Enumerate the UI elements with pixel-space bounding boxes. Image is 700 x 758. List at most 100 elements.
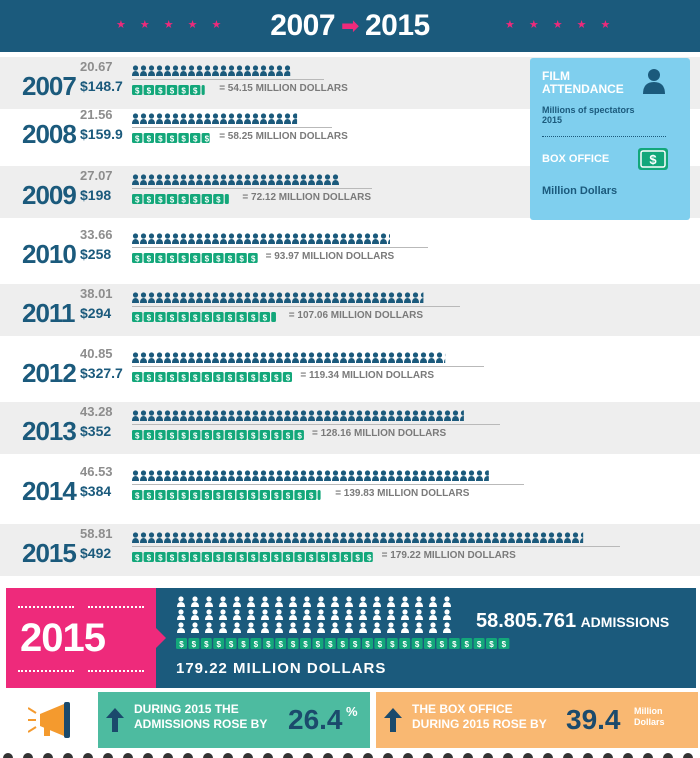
svg-text:$: $ <box>263 314 268 323</box>
person-icon <box>412 410 419 421</box>
decorative-dot <box>503 753 513 758</box>
person-icon <box>436 352 443 363</box>
row-separator-line <box>132 546 620 547</box>
box-office-value-label: $492 <box>80 545 112 561</box>
person-icon <box>276 233 283 244</box>
dollar-bill-icon: $ <box>201 194 212 205</box>
person-icon <box>380 233 387 244</box>
person-icon <box>388 292 395 303</box>
person-icon <box>284 532 291 543</box>
person-icon <box>180 292 187 303</box>
svg-text:$: $ <box>239 432 244 441</box>
person-icon <box>196 292 203 303</box>
person-icon <box>356 410 363 421</box>
person-icon <box>180 113 187 124</box>
person-icon <box>204 113 211 124</box>
dollar-bill-icon: $ <box>306 490 317 501</box>
person-icon <box>317 596 325 607</box>
person-icon <box>284 233 291 244</box>
million-dollars-label: = 179.22 MILLION DOLLARS <box>381 550 516 561</box>
svg-text:$: $ <box>316 640 321 649</box>
dollar-bill-icon: $ <box>271 552 282 563</box>
person-icon <box>460 410 464 421</box>
dollar-bill-icon: $ <box>143 312 154 323</box>
dollar-bill-icon: $ <box>282 490 294 501</box>
svg-text:$: $ <box>464 640 469 649</box>
svg-text:$: $ <box>297 492 302 501</box>
decorative-dot <box>183 753 193 758</box>
row-year-label: 2014 <box>22 476 77 506</box>
person-icon <box>401 609 409 620</box>
decorative-dot <box>683 753 693 758</box>
person-icon <box>387 609 395 620</box>
person-icon <box>324 470 331 481</box>
decorative-dot <box>23 753 33 758</box>
person-icon <box>172 174 179 185</box>
svg-text:$: $ <box>170 554 175 563</box>
dollar-bill-icon: $ <box>166 312 178 323</box>
person-icon <box>140 352 147 363</box>
person-icon <box>303 622 311 633</box>
row-year-label: 2013 <box>22 416 77 446</box>
person-icon <box>452 410 459 421</box>
svg-text:$: $ <box>274 432 279 441</box>
person-icon <box>204 233 211 244</box>
svg-text:$: $ <box>239 255 244 264</box>
svg-text:$: $ <box>193 255 198 264</box>
dollar-bill-icon: $ <box>166 85 178 96</box>
svg-text:$: $ <box>286 492 291 501</box>
person-icon <box>233 609 241 620</box>
person-icon <box>204 352 211 363</box>
dollar-bill-icon: $ <box>236 430 247 441</box>
decorative-dot <box>663 753 673 758</box>
dollar-bill-icon: $ <box>143 372 154 383</box>
svg-text:$: $ <box>205 255 210 264</box>
svg-text:$: $ <box>147 554 152 563</box>
person-icon <box>204 292 211 303</box>
dollar-bill-icon: $ <box>201 372 212 383</box>
person-icon <box>172 65 179 76</box>
person-icon <box>340 233 347 244</box>
dollar-bill-icon: $ <box>224 430 236 441</box>
svg-text:$: $ <box>378 640 383 649</box>
box-office-bar: $ $ $ $ $ $ $ $ $ $ $ $ <box>132 312 276 323</box>
dollar-bill-icon: $ <box>143 194 154 205</box>
person-icon <box>233 596 241 607</box>
person-icon <box>356 532 363 543</box>
person-icon <box>220 292 227 303</box>
person-icon <box>412 470 419 481</box>
person-icon <box>212 352 219 363</box>
person-icon <box>244 174 251 185</box>
person-icon <box>324 174 331 185</box>
decorative-stars-left: ★★★★★ <box>116 19 236 31</box>
attendance-bar <box>132 470 489 481</box>
person-icon <box>252 174 259 185</box>
person-icon <box>420 470 427 481</box>
person-icon <box>316 410 323 421</box>
person-icon <box>316 532 323 543</box>
person-icon <box>268 113 275 124</box>
person-icon <box>276 174 283 185</box>
person-icon <box>172 113 179 124</box>
person-icon <box>220 532 227 543</box>
person-icon <box>289 609 297 620</box>
person-icon <box>180 174 187 185</box>
legend-box-office-unit: Million Dollars <box>542 185 618 197</box>
person-icon <box>220 410 227 421</box>
person-icon <box>332 233 339 244</box>
person-icon <box>303 609 311 620</box>
person-icon <box>188 292 195 303</box>
svg-text:$: $ <box>135 196 140 205</box>
box-office-value-label: $159.9 <box>80 126 123 142</box>
title-start-year: 2007 <box>270 9 336 42</box>
person-icon <box>140 113 147 124</box>
legend-attendance-unit: Millions of spectators 2015 <box>542 105 635 125</box>
decorative-dot <box>63 753 73 758</box>
dollar-bill-icon: $ <box>166 133 178 144</box>
person-icon <box>220 352 227 363</box>
dollar-bill-icon: $ <box>374 638 386 649</box>
dollar-bill-icon: $ <box>155 194 166 205</box>
person-icon <box>388 532 395 543</box>
svg-text:$: $ <box>205 432 210 441</box>
person-icon <box>196 65 203 76</box>
